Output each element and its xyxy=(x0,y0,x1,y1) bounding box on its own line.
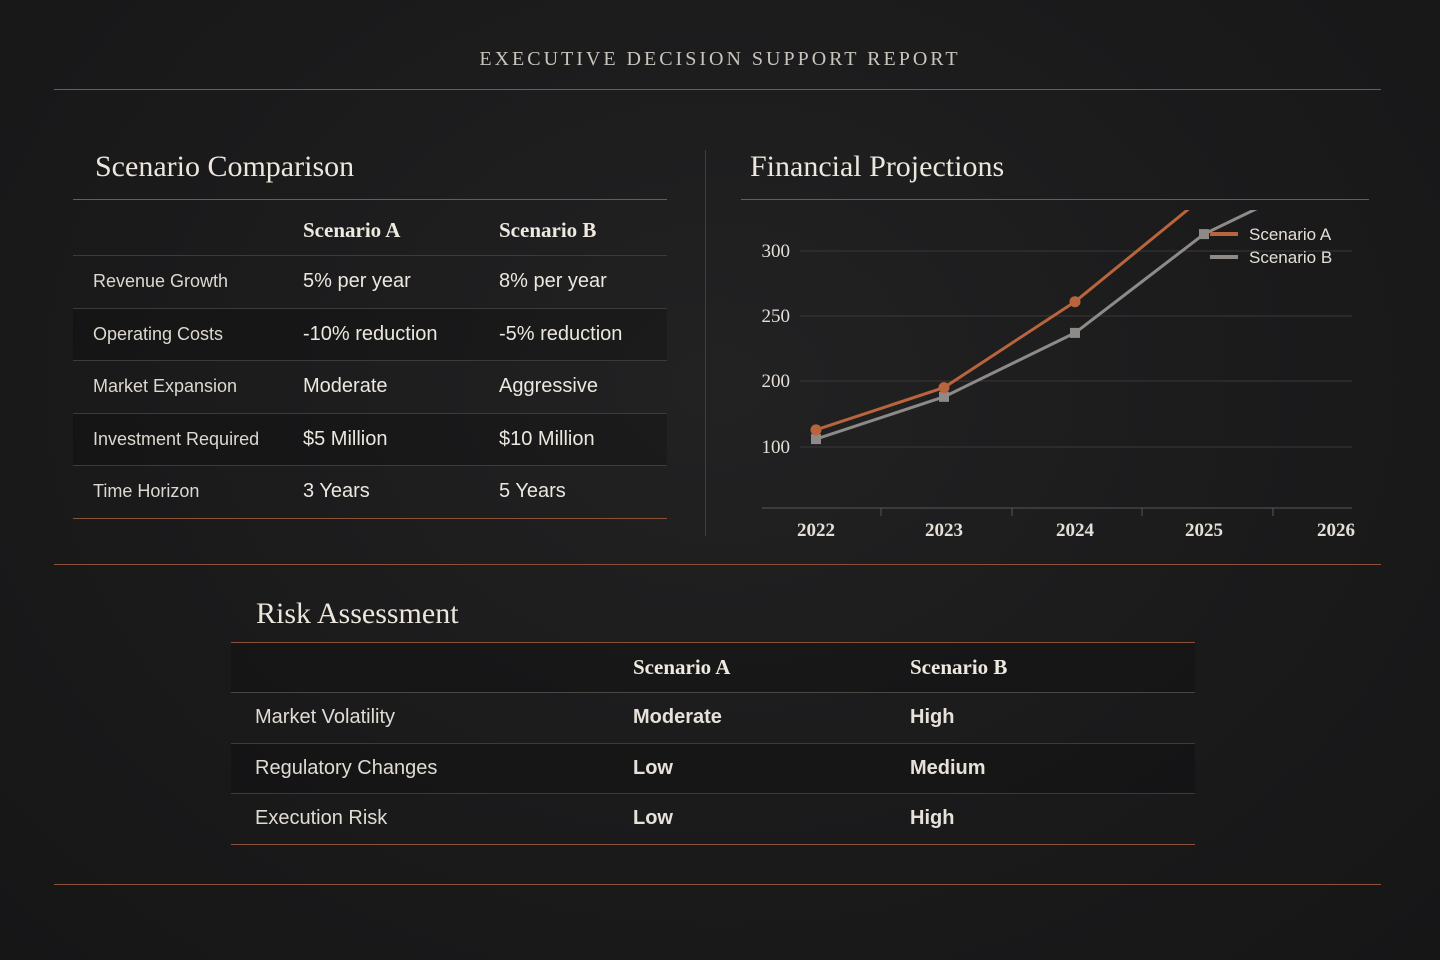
scenario-a-value: 5% per year xyxy=(303,270,411,293)
risk-assessment-title: Risk Assessment xyxy=(256,597,459,630)
section-divider xyxy=(705,150,706,536)
row-label: Investment Required xyxy=(93,428,260,449)
x-tick-label: 2026 xyxy=(1317,520,1355,541)
y-tick-label: 250 xyxy=(762,306,791,327)
row-label: Operating Costs xyxy=(93,323,224,344)
scenario-b-value: -5% reduction xyxy=(499,322,623,345)
scenario-a-value: $5 Million xyxy=(303,427,388,450)
legend-label: Scenario A xyxy=(1249,225,1332,244)
table-row: Time Horizon 3 Years 5 Years xyxy=(73,466,667,519)
scenario-a-risk: Moderate xyxy=(633,706,722,729)
legend-label: Scenario B xyxy=(1249,248,1332,267)
financial-projections-chart: 100 200 250 300 2022 2023 2024 2025 2026 Scenario… xyxy=(740,210,1370,550)
table-row: Investment Required $5 Million $10 Milli… xyxy=(73,413,667,466)
y-tick-label: 300 xyxy=(762,241,791,262)
projections-title-rule xyxy=(741,199,1369,200)
table-row: Market Expansion Moderate Aggressive xyxy=(73,361,667,414)
scenario-comparison-table: Scenario A Scenario B Revenue Growth 5% … xyxy=(73,205,667,519)
header-scenario-a: Scenario A xyxy=(633,655,731,679)
line-chart: 100 200 250 300 2022 2023 2024 2025 2026 Scenario… xyxy=(762,210,1355,541)
scenario-comparison-title: Scenario Comparison xyxy=(95,150,355,183)
table-row: Operating Costs -10% reduction -5% reduc… xyxy=(73,308,667,361)
header-rule xyxy=(54,89,1381,90)
risk-label: Regulatory Changes xyxy=(255,756,438,779)
x-tick-label: 2024 xyxy=(1056,520,1095,541)
financial-projections-title: Financial Projections xyxy=(750,150,1005,183)
scenario-title-rule xyxy=(73,199,667,200)
scenario-b-value: 8% per year xyxy=(499,270,607,293)
risk-assessment-table: Scenario A Scenario B Market Volatility … xyxy=(231,643,1195,845)
footer-rule xyxy=(54,884,1381,885)
row-label: Market Expansion xyxy=(93,376,238,397)
data-point xyxy=(939,391,949,402)
middle-rule xyxy=(54,564,1381,565)
risk-label: Execution Risk xyxy=(255,807,388,830)
x-tick-label: 2023 xyxy=(925,520,963,541)
header-scenario-a: Scenario A xyxy=(303,217,401,242)
y-tick-label: 100 xyxy=(762,437,791,458)
scenario-b-risk: High xyxy=(910,706,955,729)
table-row: Regulatory Changes Low Medium xyxy=(231,743,1195,794)
risk-label: Market Volatility xyxy=(255,706,396,729)
table-header-row: Scenario A Scenario B xyxy=(73,205,667,256)
scenario-b-risk: Medium xyxy=(910,756,986,779)
header-scenario-b: Scenario B xyxy=(910,655,1008,679)
table-row: Execution Risk Low High xyxy=(231,794,1195,845)
row-label: Time Horizon xyxy=(93,481,200,502)
y-tick-label: 200 xyxy=(762,371,791,392)
scenario-b-value: 5 Years xyxy=(499,480,566,503)
scenario-a-risk: Low xyxy=(633,807,673,830)
data-point xyxy=(1199,229,1209,240)
data-point xyxy=(938,382,950,394)
series-line-scenario-a xyxy=(815,210,1190,432)
scenario-a-value: 3 Years xyxy=(303,480,370,503)
risk-title-rule xyxy=(231,642,1195,643)
table-row: Revenue Growth 5% per year 8% per year xyxy=(73,256,667,309)
header-scenario-b: Scenario B xyxy=(499,217,597,242)
scenario-b-value: Aggressive xyxy=(499,375,598,398)
data-point xyxy=(811,434,821,445)
scenario-a-value: -10% reduction xyxy=(303,322,438,345)
data-point xyxy=(1069,296,1081,308)
scenario-b-value: $10 Million xyxy=(499,427,595,450)
scenario-a-value: Moderate xyxy=(303,375,388,398)
row-label: Revenue Growth xyxy=(93,271,229,292)
scenario-b-risk: High xyxy=(910,807,955,830)
x-tick-label: 2025 xyxy=(1185,520,1223,541)
table-row: Market Volatility Moderate High xyxy=(231,693,1195,744)
x-tick-label: 2022 xyxy=(797,520,835,541)
report-title: EXECUTIVE DECISION SUPPORT REPORT xyxy=(479,48,961,70)
data-point xyxy=(810,424,822,436)
data-point xyxy=(1070,327,1080,338)
scenario-a-risk: Low xyxy=(633,756,673,779)
table-header-row: Scenario A Scenario B xyxy=(231,643,1195,693)
